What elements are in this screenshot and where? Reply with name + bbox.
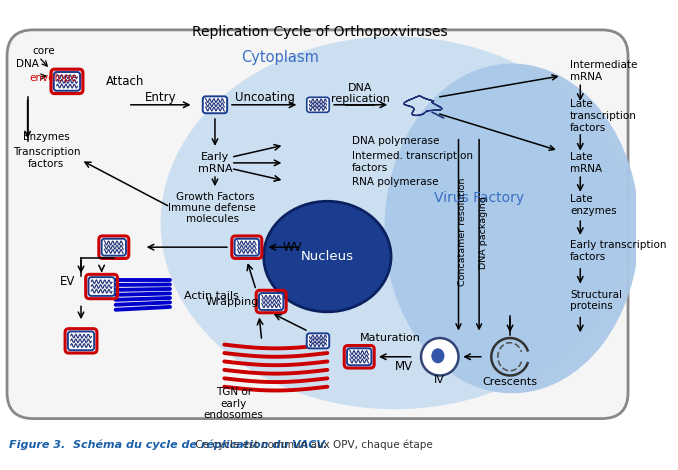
FancyBboxPatch shape <box>235 239 259 256</box>
Text: Enzymes: Enzymes <box>23 132 70 141</box>
Text: Concatamer resolution: Concatamer resolution <box>458 178 466 286</box>
FancyBboxPatch shape <box>68 331 94 350</box>
FancyBboxPatch shape <box>306 97 330 112</box>
FancyBboxPatch shape <box>7 30 628 419</box>
Text: Cytoplasm: Cytoplasm <box>241 50 319 65</box>
Text: Early
mRNA: Early mRNA <box>198 152 233 174</box>
Text: Early transcription
factors: Early transcription factors <box>570 240 666 262</box>
Text: DNA: DNA <box>16 59 39 69</box>
Text: Late
enzymes: Late enzymes <box>570 194 616 216</box>
FancyBboxPatch shape <box>259 293 283 310</box>
Text: Late
transcription
factors: Late transcription factors <box>570 100 637 133</box>
Text: Virus Factory: Virus Factory <box>434 191 524 205</box>
Text: Figure 3.  Schéma du cycle de réplication du VACV.: Figure 3. Schéma du cycle de réplication… <box>9 439 327 450</box>
Text: Ce cycle est commun aux OPV, chaque étape: Ce cycle est commun aux OPV, chaque étap… <box>192 439 433 450</box>
FancyBboxPatch shape <box>203 96 227 113</box>
Text: Immune defense
molecules: Immune defense molecules <box>168 203 256 224</box>
Text: DNA polymerase: DNA polymerase <box>352 136 439 146</box>
Text: Wrapping: Wrapping <box>205 297 259 306</box>
Text: MV: MV <box>395 360 413 373</box>
Ellipse shape <box>161 36 629 409</box>
Circle shape <box>421 338 458 376</box>
FancyBboxPatch shape <box>347 348 372 365</box>
Text: Growth Factors: Growth Factors <box>176 192 254 202</box>
Text: EV: EV <box>60 275 75 288</box>
Text: IV: IV <box>435 375 445 385</box>
Text: Structural
proteins: Structural proteins <box>570 290 622 311</box>
Text: Replication Cycle of Orthopoxviruses: Replication Cycle of Orthopoxviruses <box>192 25 447 39</box>
Text: Intermediate
mRNA: Intermediate mRNA <box>570 60 637 82</box>
FancyBboxPatch shape <box>89 277 115 296</box>
Text: Transcription
factors: Transcription factors <box>13 148 80 169</box>
FancyBboxPatch shape <box>54 72 80 91</box>
Text: TGN or
early
endosomes: TGN or early endosomes <box>204 387 264 420</box>
FancyBboxPatch shape <box>102 239 126 256</box>
Text: Actin tails: Actin tails <box>184 291 239 301</box>
Text: RNA polymerase: RNA polymerase <box>352 177 438 187</box>
Ellipse shape <box>431 348 445 363</box>
Text: DNA packaging: DNA packaging <box>479 196 488 268</box>
Text: Crescents: Crescents <box>483 377 538 387</box>
Text: Maturation: Maturation <box>360 333 420 343</box>
FancyBboxPatch shape <box>306 333 330 348</box>
Text: Entry: Entry <box>145 91 176 104</box>
Text: DNA
replication: DNA replication <box>331 83 390 104</box>
Text: Uncoating: Uncoating <box>235 91 294 104</box>
Text: envelope: envelope <box>29 73 77 83</box>
Text: Attach: Attach <box>106 75 144 88</box>
Ellipse shape <box>384 63 639 393</box>
Text: WV: WV <box>283 241 302 254</box>
Text: core: core <box>33 47 55 56</box>
Text: Late
mRNA: Late mRNA <box>570 152 602 174</box>
Text: Nucleus: Nucleus <box>301 250 354 263</box>
Text: Intermed. transcription
factors: Intermed. transcription factors <box>352 151 473 173</box>
Ellipse shape <box>264 201 391 312</box>
